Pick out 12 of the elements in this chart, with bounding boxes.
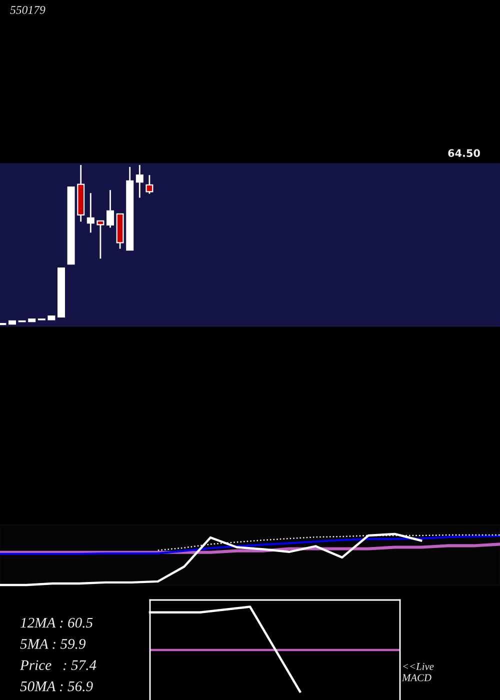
text: <<Live MACD [402, 662, 434, 682]
candlestick [136, 164, 144, 198]
text: 12MA : 60.5 [20, 618, 93, 628]
candlestick [86, 192, 94, 234]
text: 50MA : 56.9 [20, 681, 93, 692]
candlestick [106, 189, 114, 228]
chart-title: 550179 [10, 6, 46, 14]
text: Price : 57.4 [20, 660, 96, 670]
candlestick [146, 174, 154, 194]
text: 5MA : 59.9 [20, 639, 86, 649]
text: 64.50 [448, 149, 480, 158]
candlestick [96, 220, 104, 260]
